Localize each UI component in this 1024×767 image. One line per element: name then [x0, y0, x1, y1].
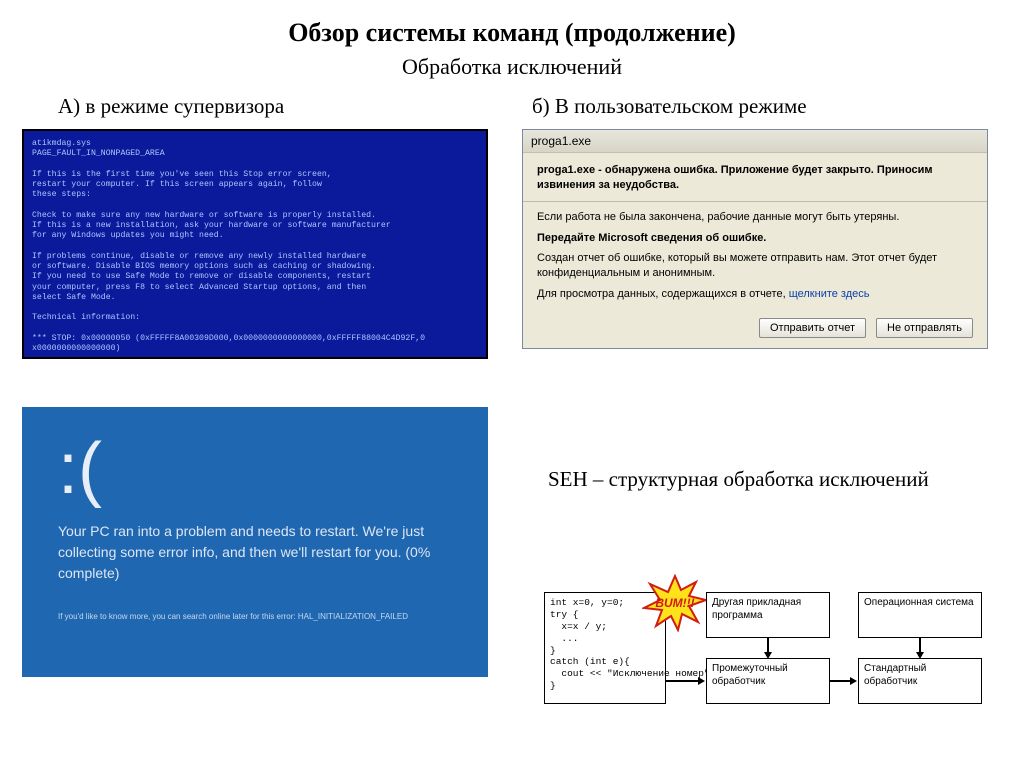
- arrow: [830, 680, 852, 682]
- diagram-box-os: Операционная система: [858, 592, 982, 638]
- seh-caption: SEH – структурная обработка исключений: [548, 466, 968, 493]
- dialog-line3-prefix: Для просмотра данных, содержащихся в отч…: [537, 288, 789, 300]
- dialog-line3: Для просмотра данных, содержащихся в отч…: [537, 287, 973, 302]
- send-report-button[interactable]: Отправить отчет: [759, 318, 866, 338]
- bsod-modern-frame: :( Your PC ran into a problem and needs …: [22, 407, 488, 677]
- arrow-head-icon: [764, 652, 772, 659]
- column-a-heading: А) в режиме супервизора: [22, 88, 502, 129]
- dialog-link[interactable]: щелкните здесь: [789, 288, 870, 300]
- dialog-body: proga1.exe - обнаружена ошибка. Приложен…: [523, 153, 987, 348]
- diagram-box-intermediate: Промежуточный обработчик: [706, 658, 830, 704]
- bsod-modern-fineprint: If you'd like to know more, you can sear…: [58, 612, 452, 621]
- error-dialog: proga1.exe proga1.exe - обнаружена ошибк…: [522, 129, 988, 349]
- dialog-line1: Если работа не была закончена, рабочие д…: [537, 210, 973, 225]
- dont-send-button[interactable]: Не отправлять: [876, 318, 973, 338]
- dialog-line2: Создан отчет об ошибке, который вы может…: [537, 251, 973, 281]
- column-b: б) В пользовательском режиме proga1.exe …: [522, 88, 1002, 359]
- arrow-head-icon: [916, 652, 924, 659]
- dialog-heading: proga1.exe - обнаружена ошибка. Приложен…: [537, 163, 973, 193]
- diagram-box-app: Другая прикладная программа: [706, 592, 830, 638]
- dialog-titlebar: proga1.exe: [523, 130, 987, 153]
- dialog-separator: [523, 201, 987, 202]
- seh-diagram: int x=0, y=0; try { x=x / y; ... } catch…: [544, 574, 992, 742]
- bsod-classic-text: atikmdag.sys PAGE_FAULT_IN_NONPAGED_AREA…: [24, 131, 486, 357]
- slide-title: Обзор системы команд (продолжение): [0, 0, 1024, 48]
- column-b-heading: б) В пользовательском режиме: [522, 88, 1002, 129]
- arrow-head-icon: [698, 677, 705, 685]
- arrow-head-icon: [850, 677, 857, 685]
- dialog-strong-line: Передайте Microsoft сведения об ошибке.: [537, 231, 973, 246]
- bum-text: BUM!!!: [655, 596, 694, 610]
- column-a: А) в режиме супервизора atikmdag.sys PAG…: [22, 88, 502, 359]
- bsod-sad-face: :(: [58, 433, 452, 505]
- diagram-box-standard: Стандартный обработчик: [858, 658, 982, 704]
- bsod-modern: :( Your PC ran into a problem and needs …: [22, 407, 488, 677]
- slide-subtitle: Обработка исключений: [0, 48, 1024, 80]
- bsod-classic-frame: atikmdag.sys PAGE_FAULT_IN_NONPAGED_AREA…: [22, 129, 488, 359]
- dialog-buttons: Отправить отчет Не отправлять: [537, 308, 973, 338]
- bsod-modern-message: Your PC ran into a problem and needs to …: [58, 521, 438, 584]
- bum-starburst-icon: BUM!!!: [642, 574, 708, 632]
- columns: А) в режиме супервизора atikmdag.sys PAG…: [0, 80, 1024, 359]
- arrow: [666, 680, 700, 682]
